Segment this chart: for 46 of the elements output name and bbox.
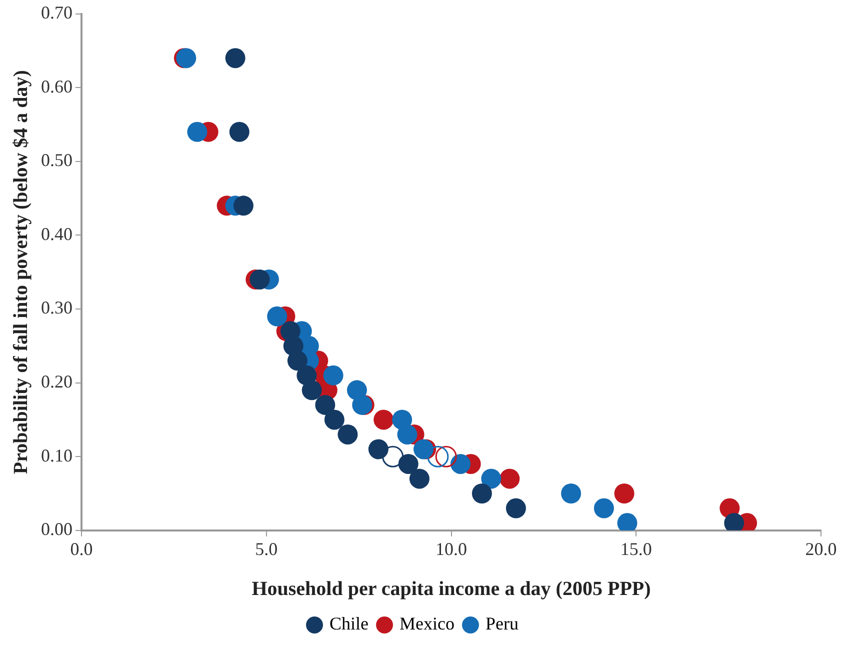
x-tick-label: 0.0 (70, 538, 93, 559)
y-axis-title: Probability of fall into poverty (below $4 a day) (10, 70, 32, 474)
point (267, 306, 288, 326)
point (302, 380, 322, 400)
point (561, 484, 582, 504)
x-axis-title: Household per capita income a day (2005 PPP) (252, 578, 651, 600)
x-tick-label: 5.0 (255, 538, 278, 559)
x-tick-label: 15.0 (620, 538, 652, 559)
y-tick-label: 0.60 (41, 76, 72, 96)
point (450, 454, 470, 474)
y-tick-label: 0.50 (41, 150, 72, 170)
y-tick-label: 0.30 (41, 298, 72, 318)
legend-label: Mexico (400, 614, 454, 634)
point (374, 410, 394, 430)
point (500, 468, 520, 489)
point (398, 454, 418, 474)
x-tick-label: 10.0 (436, 538, 467, 559)
point (382, 446, 404, 468)
legend-label: Chile (330, 614, 369, 634)
x-tick-label: 20.0 (805, 538, 837, 559)
y-tick-label: 0.20 (41, 372, 72, 392)
point (614, 484, 634, 504)
point (506, 498, 526, 518)
y-tick-label: 0.40 (41, 224, 72, 244)
point (225, 48, 246, 68)
point (409, 468, 430, 489)
point (481, 468, 502, 489)
point (250, 269, 270, 290)
legend-label: Peru (485, 614, 518, 634)
y-tick-label: 0.70 (41, 2, 72, 23)
point (338, 424, 358, 444)
point (233, 196, 254, 216)
point (472, 484, 492, 504)
point (315, 394, 336, 415)
point (287, 350, 308, 371)
point (187, 122, 208, 142)
y-tick-label: 0.00 (41, 519, 72, 540)
point (323, 365, 344, 386)
point (435, 446, 457, 468)
point (368, 439, 388, 460)
point (397, 424, 418, 444)
point (229, 122, 250, 142)
y-tick-label: 0.10 (41, 445, 72, 466)
point (594, 498, 614, 518)
point (324, 410, 344, 430)
point (427, 446, 449, 468)
